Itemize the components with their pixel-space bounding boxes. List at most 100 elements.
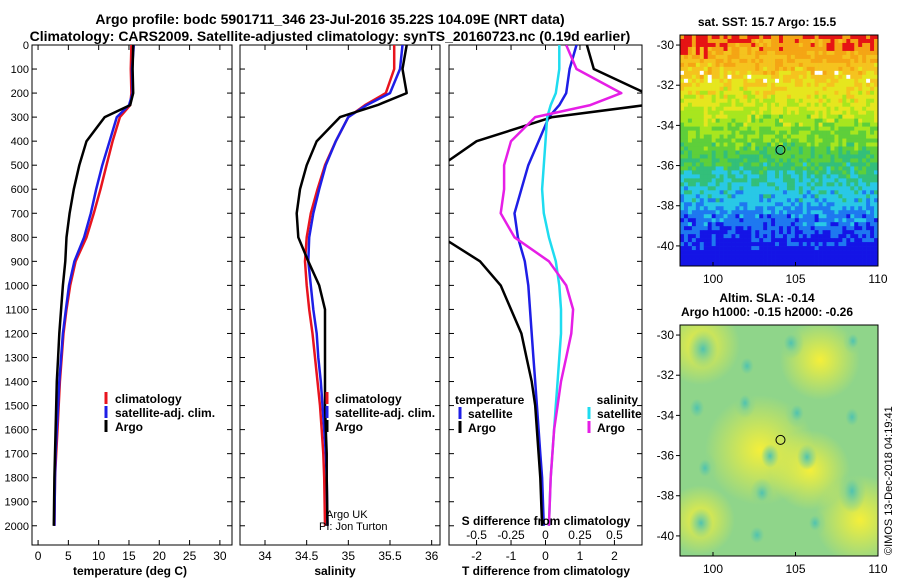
figure-title-line-1: Argo profile: bodc 5901711_346 23-Jul-20…	[95, 11, 565, 27]
y-tick-label: 900	[11, 256, 29, 268]
difference-legend: temperature salinity satellite Argo sate…	[455, 393, 642, 435]
y-tick-label: 1200	[5, 328, 29, 340]
s-difference-ticks: -0.5 -0.25 0 0.25 0.5	[466, 528, 623, 542]
y-tick-label: 800	[11, 232, 29, 244]
sla-map-title-line-2: Argo h1000: -0.15 h2000: -0.26	[681, 305, 853, 319]
legend-s-argo-label: Argo	[597, 421, 625, 435]
salinity-legend: climatology satellite-adj. clim. Argo	[325, 392, 435, 434]
map-x-tick-label: 105	[785, 562, 805, 576]
x-tick-label: 0	[542, 549, 549, 563]
imos-credit: ©IMOS 13-Dec-2018 04:19:41	[883, 406, 895, 555]
y-tick-label: 100	[11, 64, 29, 76]
map-y-tick-label: -34	[657, 408, 675, 422]
x-tick-label: 1	[577, 549, 584, 563]
s-tick-label: 0.25	[568, 528, 592, 542]
y-tick-label: 1900	[5, 497, 29, 509]
map-y-tick-label: -30	[657, 38, 675, 52]
argo-location-marker	[775, 434, 786, 445]
x-tick-label: 34.5	[295, 549, 319, 563]
map-x-tick-label: 110	[868, 272, 887, 286]
legend-argo-label: Argo	[335, 420, 363, 434]
argo-credit-line-2: PI: Jon Turton	[319, 521, 387, 533]
legend-satellite-label: satellite-adj. clim.	[115, 406, 215, 420]
legend-salinity-title: salinity	[597, 393, 639, 407]
sla-map-title-line-1: Altim. SLA: -0.14	[719, 291, 815, 305]
x-tick-label: 30	[213, 549, 227, 563]
argo-location-marker	[775, 144, 786, 155]
series-satellite-line	[513, 45, 578, 526]
temperature-x-label: temperature (deg C)	[73, 564, 187, 578]
t-difference-x-label: T difference from climatology	[462, 564, 630, 578]
y-tick-label: 1700	[5, 449, 29, 461]
sla-map-axes: 100 105 110 -30 -32 -34 -36 -38 -40	[657, 328, 888, 576]
legend-argo-label: Argo	[115, 420, 143, 434]
sst-map-title: sat. SST: 15.7 Argo: 15.5	[698, 15, 837, 29]
salinity-panel-frame	[239, 44, 441, 546]
map-y-tick-label: -30	[657, 328, 675, 342]
series-satellite-adj-clim--line	[53, 45, 136, 526]
map-y-tick-label: -40	[657, 239, 675, 253]
map-y-tick-label: -32	[657, 368, 675, 382]
legend-t-argo-label: Argo	[468, 421, 496, 435]
x-tick-label: 34	[258, 549, 272, 563]
map-y-tick-label: -36	[657, 159, 675, 173]
map-y-tick-label: -32	[657, 78, 675, 92]
series-argo-line	[499, 45, 623, 526]
legend-s-satellite-label: satellite	[597, 407, 642, 421]
y-tick-label: 400	[11, 136, 29, 148]
s-tick-label: -0.5	[466, 528, 487, 542]
y-tick-label: 1300	[5, 353, 29, 365]
difference-panel: -2 -1 0 1 2	[449, 44, 642, 563]
x-tick-label: 0	[35, 549, 42, 563]
map-x-tick-label: 100	[703, 272, 723, 286]
x-tick-label: 2	[611, 549, 618, 563]
map-y-tick-label: -38	[657, 199, 675, 213]
sla-map	[680, 325, 878, 556]
y-tick-label: 1500	[5, 401, 29, 413]
x-tick-label: 20	[153, 549, 167, 563]
s-difference-axis-label: S difference from climatology	[462, 514, 631, 528]
map-y-tick-label: -36	[657, 449, 675, 463]
x-tick-label: -2	[471, 549, 482, 563]
series-argo-line	[295, 45, 408, 526]
argo-credit-line-1: Argo UK	[326, 509, 368, 521]
y-tick-label: 500	[11, 160, 29, 172]
map-y-tick-label: -38	[657, 489, 675, 503]
series-argo-line	[52, 45, 135, 526]
x-tick-label: 5	[65, 549, 72, 563]
sst-map-frame	[679, 34, 879, 267]
legend-temperature-title: temperature	[455, 393, 525, 407]
y-tick-label: 1100	[5, 304, 29, 316]
s-tick-label: 0	[542, 528, 549, 542]
s-tick-label: -0.25	[497, 528, 525, 542]
y-tick-label: 1600	[5, 425, 29, 437]
y-tick-label: 300	[11, 112, 29, 124]
y-tick-label: 0	[23, 40, 29, 52]
y-tick-label: 600	[11, 184, 29, 196]
map-x-tick-label: 110	[868, 562, 887, 576]
x-tick-label: 35	[342, 549, 356, 563]
map-x-tick-label: 105	[785, 272, 805, 286]
salinity-panel: 34 34.5 35 35.5 36	[240, 44, 440, 563]
sla-map-frame	[679, 324, 879, 557]
legend-satellite-label: satellite-adj. clim.	[335, 406, 435, 420]
series-climatology-line	[53, 45, 133, 526]
legend-climatology-label: climatology	[115, 392, 182, 406]
y-tick-label: 200	[11, 88, 29, 100]
sst-map	[680, 35, 878, 266]
s-tick-label: 0.5	[606, 528, 623, 542]
x-tick-label: 35.5	[378, 549, 402, 563]
legend-t-satellite-label: satellite	[468, 407, 513, 421]
y-tick-label: 2000	[5, 521, 29, 533]
x-tick-label: 10	[92, 549, 106, 563]
salinity-x-label: salinity	[314, 564, 356, 578]
legend-climatology-label: climatology	[335, 392, 402, 406]
map-y-tick-label: -34	[657, 118, 675, 132]
sst-map-axes: 100 105 110 -30 -32 -34 -36 -38 -40	[657, 38, 888, 286]
x-tick-label: -1	[506, 549, 517, 563]
series-argo-line	[449, 45, 642, 526]
temperature-panel: 0100200300400500600700800900100011001200…	[5, 40, 232, 563]
y-tick-label: 1000	[5, 280, 29, 292]
temperature-legend: climatology satellite-adj. clim. Argo	[104, 392, 215, 434]
